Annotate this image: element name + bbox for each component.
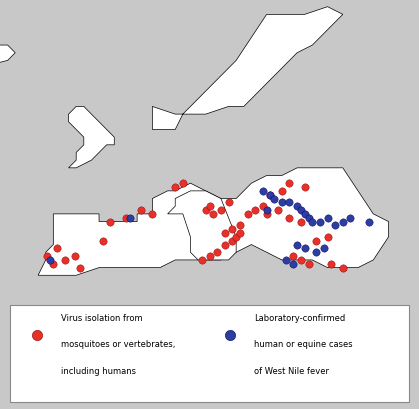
Point	[137, 207, 144, 214]
Point	[297, 207, 304, 214]
Polygon shape	[0, 46, 15, 69]
Point	[286, 215, 293, 221]
Point	[172, 184, 178, 191]
Point	[259, 188, 266, 195]
Point	[226, 332, 233, 339]
Point	[339, 265, 346, 271]
Point	[339, 219, 346, 225]
Point	[263, 207, 270, 214]
Point	[275, 207, 282, 214]
Point	[199, 257, 205, 263]
Point	[290, 261, 297, 267]
Point	[33, 332, 40, 339]
Point	[221, 242, 228, 248]
Point	[229, 238, 236, 245]
Point	[328, 261, 335, 267]
Point	[286, 200, 293, 206]
Text: including humans: including humans	[61, 366, 136, 375]
Polygon shape	[38, 169, 388, 276]
Point	[237, 222, 243, 229]
Point	[237, 230, 243, 237]
Point	[301, 211, 308, 218]
Point	[214, 249, 220, 256]
Point	[206, 203, 213, 210]
Point	[279, 200, 285, 206]
Point	[309, 219, 316, 225]
Point	[50, 261, 57, 267]
Point	[233, 234, 240, 240]
Point	[126, 215, 133, 221]
Point	[317, 219, 323, 225]
Point	[271, 196, 278, 202]
Polygon shape	[69, 107, 114, 169]
Point	[305, 215, 312, 221]
Point	[225, 200, 232, 206]
Point	[77, 265, 83, 271]
Point	[54, 245, 60, 252]
Point	[366, 219, 373, 225]
Text: mosquitoes or vertebrates,: mosquitoes or vertebrates,	[61, 339, 175, 348]
Point	[99, 238, 106, 245]
Text: of West Nile fever: of West Nile fever	[254, 366, 329, 375]
Point	[324, 215, 331, 221]
Point	[62, 257, 68, 263]
Point	[202, 207, 209, 214]
Point	[313, 249, 320, 256]
Point	[279, 188, 285, 195]
Point	[297, 219, 304, 225]
Point	[290, 253, 297, 260]
Point	[71, 253, 78, 260]
Point	[305, 261, 312, 267]
Point	[206, 253, 213, 260]
Point	[252, 207, 259, 214]
Point	[263, 211, 270, 218]
Point	[321, 245, 327, 252]
Point	[301, 184, 308, 191]
Point	[221, 230, 228, 237]
Point	[217, 207, 224, 214]
Text: Laboratory-confirmed: Laboratory-confirmed	[254, 313, 345, 322]
Point	[294, 203, 300, 210]
Point	[107, 219, 114, 225]
Text: Virus isolation from: Virus isolation from	[61, 313, 142, 322]
Point	[313, 238, 320, 245]
Point	[332, 222, 339, 229]
Point	[324, 234, 331, 240]
Point	[244, 211, 251, 218]
Point	[301, 245, 308, 252]
FancyBboxPatch shape	[10, 306, 409, 402]
Point	[44, 253, 51, 260]
Point	[282, 257, 289, 263]
Point	[46, 257, 53, 263]
Point	[347, 215, 354, 221]
Point	[294, 242, 300, 248]
Point	[259, 203, 266, 210]
Point	[267, 192, 274, 198]
Point	[179, 180, 186, 187]
Point	[229, 227, 236, 233]
Text: human or equine cases: human or equine cases	[254, 339, 352, 348]
Point	[286, 180, 293, 187]
Point	[149, 211, 156, 218]
Point	[267, 192, 274, 198]
Point	[210, 211, 217, 218]
Polygon shape	[153, 8, 343, 130]
Point	[297, 257, 304, 263]
Polygon shape	[168, 191, 236, 260]
Point	[122, 215, 129, 221]
